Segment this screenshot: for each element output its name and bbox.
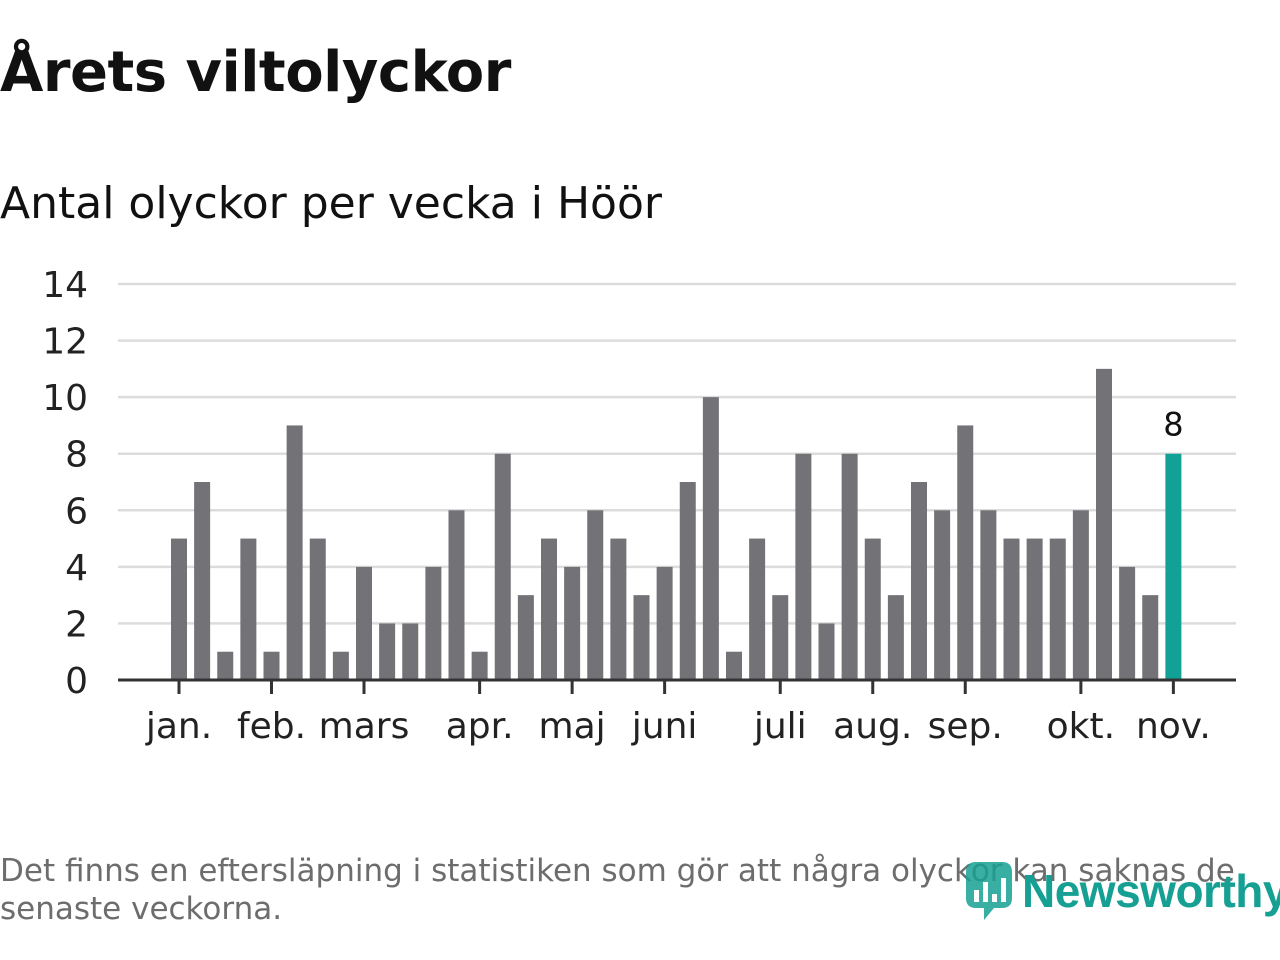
bar <box>818 623 835 680</box>
bar <box>749 538 766 680</box>
bar <box>1142 595 1159 680</box>
y-tick-label: 6 <box>65 491 88 532</box>
newsworthy-logo-icon <box>966 862 1012 920</box>
x-tick-label: juni <box>631 706 698 747</box>
bar <box>1119 566 1136 680</box>
y-tick-label: 0 <box>65 661 88 702</box>
bar <box>633 595 650 680</box>
x-tick-label: juli <box>753 706 807 747</box>
x-tick-label: sep. <box>928 706 1003 747</box>
bar <box>309 538 326 680</box>
bar <box>564 566 581 680</box>
x-tick-label: apr. <box>446 706 514 747</box>
x-tick-label: mars <box>319 706 410 747</box>
bar <box>610 538 627 680</box>
gridlines <box>118 282 1236 625</box>
bar <box>263 651 280 680</box>
highlight-value-label: 8 <box>1163 406 1183 444</box>
bar-chart: 0 2 4 6 8 10 12 14 jan. feb. mars apr. maj juni juli a… <box>42 265 1236 747</box>
bar <box>795 453 812 680</box>
bar <box>1049 538 1066 680</box>
y-tick-label: 10 <box>42 378 88 419</box>
bar <box>887 595 904 680</box>
bar <box>517 595 534 680</box>
bar <box>402 623 419 680</box>
x-tick-label: feb. <box>237 706 306 747</box>
bar <box>726 651 742 680</box>
bar <box>934 510 951 680</box>
bar <box>448 510 465 680</box>
bar <box>494 453 511 680</box>
bar <box>702 397 719 680</box>
bar <box>332 651 349 680</box>
bar <box>1003 538 1020 680</box>
x-tick-label: nov. <box>1136 706 1211 747</box>
bar <box>841 453 858 680</box>
bar <box>1096 368 1112 680</box>
bar <box>171 538 187 680</box>
newsworthy-logo[interactable]: Newsworthy <box>962 858 1280 924</box>
bar <box>471 651 488 680</box>
bar <box>541 538 557 680</box>
x-tick-label: aug. <box>833 706 912 747</box>
y-tick-label: 8 <box>65 435 88 476</box>
x-tick-label: okt. <box>1047 706 1115 747</box>
bar <box>772 595 789 680</box>
bar <box>240 538 257 680</box>
bars <box>171 368 1182 680</box>
chart-title: Årets viltolyckor <box>0 40 511 105</box>
bar <box>425 566 442 680</box>
y-axis: 0 2 4 6 8 10 12 14 <box>42 265 88 702</box>
bar <box>356 566 372 680</box>
bar <box>864 538 881 680</box>
footnote: Det finns en eftersläpning i statistiken… <box>0 853 1235 927</box>
bar <box>656 566 673 680</box>
bar <box>194 482 211 680</box>
bar <box>1072 510 1089 680</box>
bar <box>1026 538 1043 680</box>
bar <box>587 510 604 680</box>
bar <box>217 651 234 680</box>
bar <box>286 425 303 680</box>
x-axis: jan. feb. mars apr. maj juni juli aug. sep. okt. n… <box>145 680 1211 747</box>
x-tick-label: jan. <box>145 706 212 747</box>
chart-subtitle: Antal olyckor per vecka i Höör <box>0 178 662 229</box>
y-tick-label: 14 <box>42 265 88 306</box>
y-tick-label: 12 <box>42 322 88 363</box>
logo-text: Newsworthy <box>1022 865 1280 917</box>
y-tick-label: 2 <box>65 604 88 645</box>
bar <box>957 425 974 680</box>
x-tick-label: maj <box>539 706 606 747</box>
y-tick-label: 4 <box>65 548 88 589</box>
bar <box>679 482 696 680</box>
bar-current-week <box>1165 453 1182 680</box>
bar <box>379 623 396 680</box>
bar <box>980 510 997 680</box>
bar <box>911 482 927 680</box>
